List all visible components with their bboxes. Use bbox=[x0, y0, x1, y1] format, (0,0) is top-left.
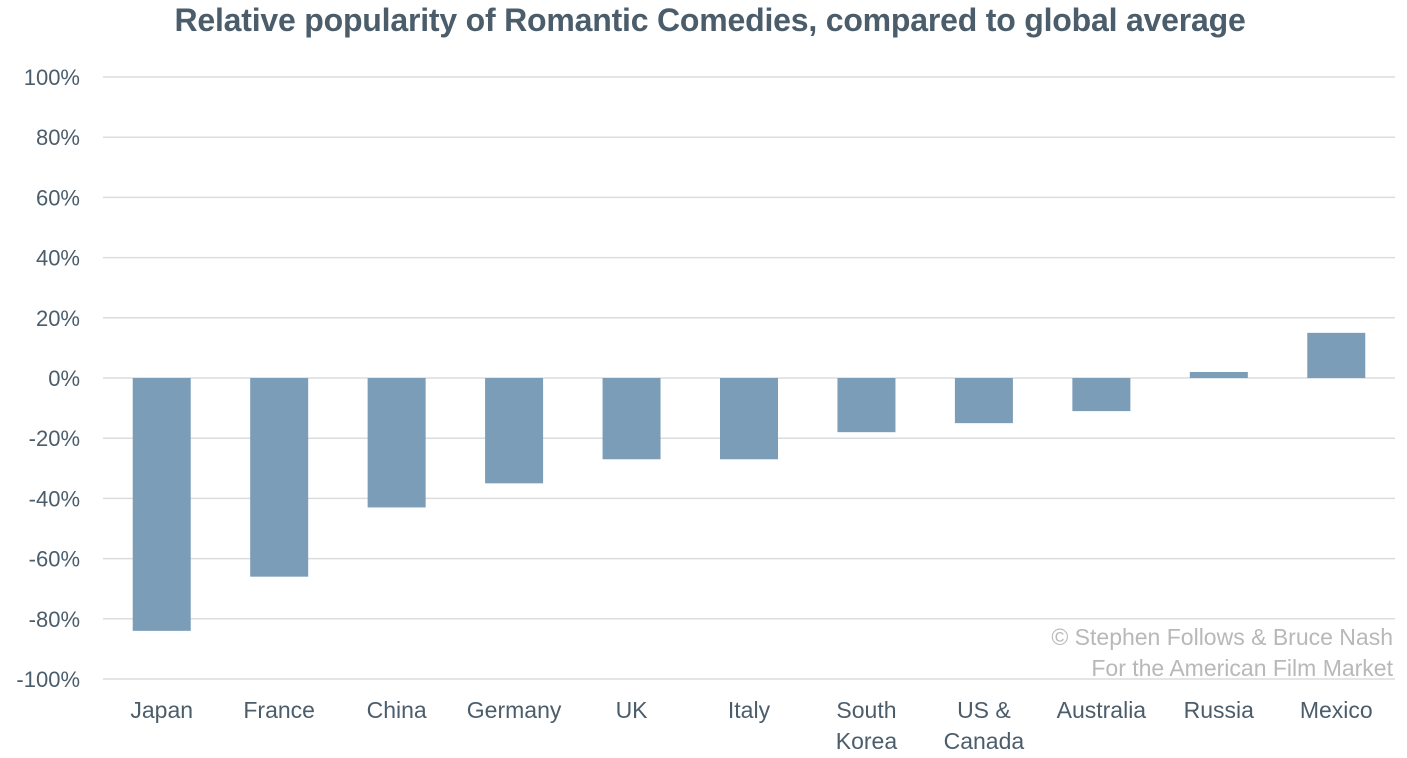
x-category-label: Mexico bbox=[1300, 697, 1373, 723]
bar bbox=[485, 378, 544, 484]
x-category-label: Russia bbox=[1184, 697, 1255, 723]
x-category-label: Australia bbox=[1057, 697, 1147, 723]
y-tick-label: -40% bbox=[29, 486, 80, 511]
x-category-label: US & bbox=[957, 697, 1011, 723]
bars bbox=[132, 332, 1366, 631]
bar bbox=[954, 378, 1013, 424]
y-tick-label: -60% bbox=[29, 547, 80, 572]
bar bbox=[132, 378, 191, 631]
bar bbox=[1307, 332, 1366, 378]
y-tick-label: -20% bbox=[29, 426, 80, 451]
y-tick-label: -100% bbox=[16, 667, 80, 692]
y-tick-label: 80% bbox=[36, 125, 80, 150]
credit-line-1: © Stephen Follows & Bruce Nash bbox=[1051, 624, 1393, 650]
x-category-label: South bbox=[836, 697, 896, 723]
y-tick-label: 20% bbox=[36, 306, 80, 331]
y-tick-label: -80% bbox=[29, 607, 80, 632]
bar bbox=[367, 378, 426, 508]
bar bbox=[837, 378, 896, 433]
bar bbox=[250, 378, 309, 577]
bar bbox=[720, 378, 778, 460]
x-category-label: France bbox=[243, 697, 315, 723]
x-category-label: Canada bbox=[944, 728, 1025, 754]
bar bbox=[602, 378, 661, 460]
y-tick-label: 60% bbox=[36, 185, 80, 210]
bar bbox=[1189, 371, 1248, 378]
x-category-label: Korea bbox=[836, 728, 898, 754]
x-axis-categories: Japan France China Germany UK Italy South Korea… bbox=[130, 697, 1372, 754]
y-axis-ticks: 100% 80% 60% 40% 20% 0% -20% -40% -60% -80% -100% bbox=[16, 65, 80, 692]
chart-title: Relative popularity of Romantic Comedies… bbox=[174, 2, 1246, 38]
x-category-label: Germany bbox=[467, 697, 562, 723]
y-tick-label: 40% bbox=[36, 246, 80, 271]
credit-line-2: For the American Film Market bbox=[1091, 655, 1393, 681]
x-category-label: UK bbox=[616, 697, 649, 723]
y-tick-label: 100% bbox=[24, 65, 80, 90]
x-category-label: Japan bbox=[130, 697, 193, 723]
grid-lines bbox=[103, 76, 1395, 680]
bar bbox=[1072, 378, 1131, 412]
x-category-label: Italy bbox=[728, 697, 771, 723]
x-category-label: China bbox=[367, 697, 427, 723]
y-tick-label: 0% bbox=[48, 366, 80, 391]
